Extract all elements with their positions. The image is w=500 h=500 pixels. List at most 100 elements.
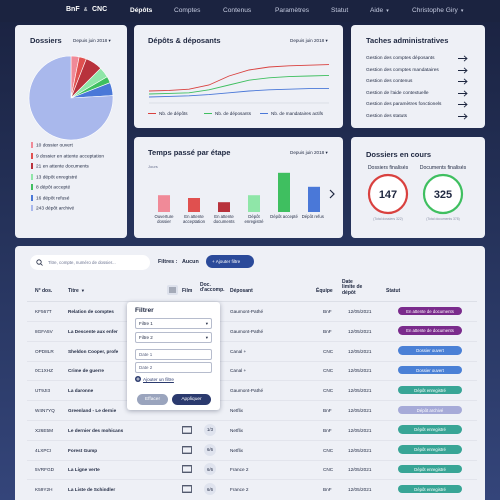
legend-swatch <box>31 173 33 180</box>
table-row[interactable]: K59Y2H La Liste de Schindler 6/6 France 2 Bn… <box>15 482 485 500</box>
logo-right: CNC <box>92 6 108 13</box>
column-header[interactable]: Titre ▾ <box>68 288 85 294</box>
status-label: Dépôt archivé <box>416 407 444 413</box>
legend-swatch <box>31 142 33 148</box>
legend-count: 243 <box>36 206 45 212</box>
table-row[interactable]: 5VRFGD La Ligne verte 6/6 France 2 CNC 12/05/… <box>15 462 485 481</box>
legend-item: 8 dépôt accepté <box>31 184 70 190</box>
film-icon <box>182 485 192 494</box>
bar-chart: Ouverture dossier En attente acceptation E… <box>144 169 324 237</box>
card-title: Dossiers en cours <box>366 150 432 159</box>
search-icon <box>36 259 43 266</box>
equipe: BnF <box>323 309 332 314</box>
kpi-ring: 325 <box>422 173 464 215</box>
row-title: Relation de comptes <box>68 309 114 314</box>
clear-button[interactable]: Effacer <box>137 394 168 405</box>
table-row[interactable]: W4N7YQ Greenland - Le dernie Netflix BnF 12/… <box>15 403 485 421</box>
legend-item: Nb. de mandataires actifs <box>260 111 323 116</box>
add-filter-button[interactable]: + Ajouter filtre <box>206 255 254 268</box>
row-title: La Descente aux enfer <box>68 328 118 334</box>
doc-count: 1/3 <box>207 427 213 433</box>
table-row[interactable]: UT9JI3 La daronne Gaumont-Pathé CNC 12/05/20… <box>15 383 485 401</box>
legend-label: en attente documents <box>42 164 89 170</box>
status-badge: Dépôt enregistré <box>398 425 462 434</box>
filter-select[interactable]: Filtre 2 ▾ <box>135 332 212 343</box>
date-input[interactable]: Date 2 <box>135 362 212 373</box>
deposant: Netflix <box>230 427 244 433</box>
apply-button[interactable]: Appliquer <box>172 394 211 405</box>
film-body <box>182 465 192 474</box>
bar <box>308 186 320 212</box>
period-select[interactable]: Depuis juin 2018 <box>290 150 328 156</box>
select-label: Filtre 1 <box>139 321 153 326</box>
table-row[interactable]: OPD8LR Sheldon Cooper, profe Canal + CNC 12/… <box>15 344 485 362</box>
legend-swatch <box>31 205 33 211</box>
deposant: Netflix <box>230 447 244 453</box>
line-series <box>148 64 330 92</box>
row-divider <box>27 420 477 421</box>
nav-item[interactable]: Dépôts <box>130 7 153 14</box>
period-select[interactable]: Depuis juin 2018 <box>73 38 111 44</box>
row-title: Forest Gump <box>68 447 98 453</box>
task-link[interactable]: Gestion des statuts <box>366 114 408 119</box>
filter-select[interactable]: Filtre 1 ▾ <box>135 318 212 329</box>
task-link[interactable]: Gestion des comptes déposants <box>366 56 435 61</box>
nav-item[interactable]: Christophe Giry ▾ <box>412 7 464 14</box>
status-badge: Dossier ouvert <box>398 365 462 375</box>
table-row[interactable]: KF567T Relation de comptes Gaumont-Pathé Bn… <box>15 304 485 322</box>
filter-icon-button[interactable] <box>167 285 178 295</box>
add-filter-link[interactable]: Ajouter un filtre <box>143 377 174 382</box>
legend-swatch <box>148 113 156 115</box>
arrow <box>458 113 468 120</box>
table-row[interactable]: X26E5M Le dernier des mohicans 1/3 Netflix B… <box>15 423 485 441</box>
deposant: Gaumont-Pathé <box>230 388 264 394</box>
nav-item[interactable]: Statut <box>331 7 349 14</box>
legend-label: Nb. de mandataires actifs <box>271 111 324 116</box>
task-link[interactable]: Gestion de l'aide contextuelle <box>366 90 429 96</box>
legend-label: dossier en attente acceptation <box>40 153 105 159</box>
task-link[interactable]: Gestion des contenus <box>366 79 413 85</box>
nav-item[interactable]: Contenus <box>223 7 252 14</box>
status-badge: Dépôt enregistré <box>398 445 462 454</box>
table-row[interactable]: 0C1XHZ Crime de guerre Canal + CNC 12/05/202… <box>15 363 485 382</box>
list-card: Titre, compte, numéro de dossier... Filtr… <box>15 246 485 500</box>
dossier-id: OPD8LR <box>35 348 54 354</box>
nav-item[interactable]: Paramètres <box>275 7 310 14</box>
legend-item: 243 dépôt archivé <box>31 205 74 211</box>
status-label: Dépôt enregistré <box>414 486 446 492</box>
legend-swatch <box>204 113 212 115</box>
doc-badge: 6/6 <box>204 483 216 496</box>
nav-item[interactable]: Comptes <box>174 7 201 14</box>
equipe: BnF <box>323 328 332 334</box>
legend-swatch <box>31 184 33 190</box>
legend-count: 8 <box>36 185 39 191</box>
table-row[interactable]: 4LXPCI Forest Gump 6/6 Netflix CNC 12/05/2021… <box>15 443 485 461</box>
bar <box>278 172 290 212</box>
task-link[interactable]: Gestion des comptes mandataires <box>366 67 439 73</box>
legend-item: Nb. de dépôts <box>148 111 188 116</box>
bar <box>188 198 200 212</box>
status-badge: Dépôt enregistré <box>398 385 462 395</box>
legend-swatch <box>260 113 268 115</box>
period-select[interactable]: Depuis juin 2018 <box>290 38 328 44</box>
column-header: Statut <box>386 288 401 294</box>
film-perfs <box>183 465 191 473</box>
status-label: En attente de documents <box>406 308 454 314</box>
dossier-id: 5VRFGD <box>35 467 55 473</box>
table-row[interactable]: 8GFA5V La Descente aux enfer Gaumont-Pathé… <box>15 324 485 342</box>
film-icon <box>182 425 192 434</box>
arrow <box>458 67 468 74</box>
select-caret: ▾ <box>205 334 208 340</box>
date-limite: 12/05/2021 <box>348 467 372 473</box>
search-box[interactable]: Titre, compte, numéro de dossier... <box>30 255 150 270</box>
task-link[interactable]: Gestion des paramètres fonctionels <box>366 102 442 108</box>
status-label: Dossier ouvert <box>416 367 444 373</box>
x-tick-label: En attente documents <box>213 214 235 224</box>
dossier-id: K59Y2H <box>35 487 53 493</box>
header-divider <box>27 301 477 302</box>
date-input[interactable]: Date 1 <box>135 349 212 360</box>
row-divider <box>27 380 477 382</box>
nav-item[interactable]: Aide ▾ <box>370 7 389 14</box>
next-arrow[interactable] <box>328 189 336 199</box>
